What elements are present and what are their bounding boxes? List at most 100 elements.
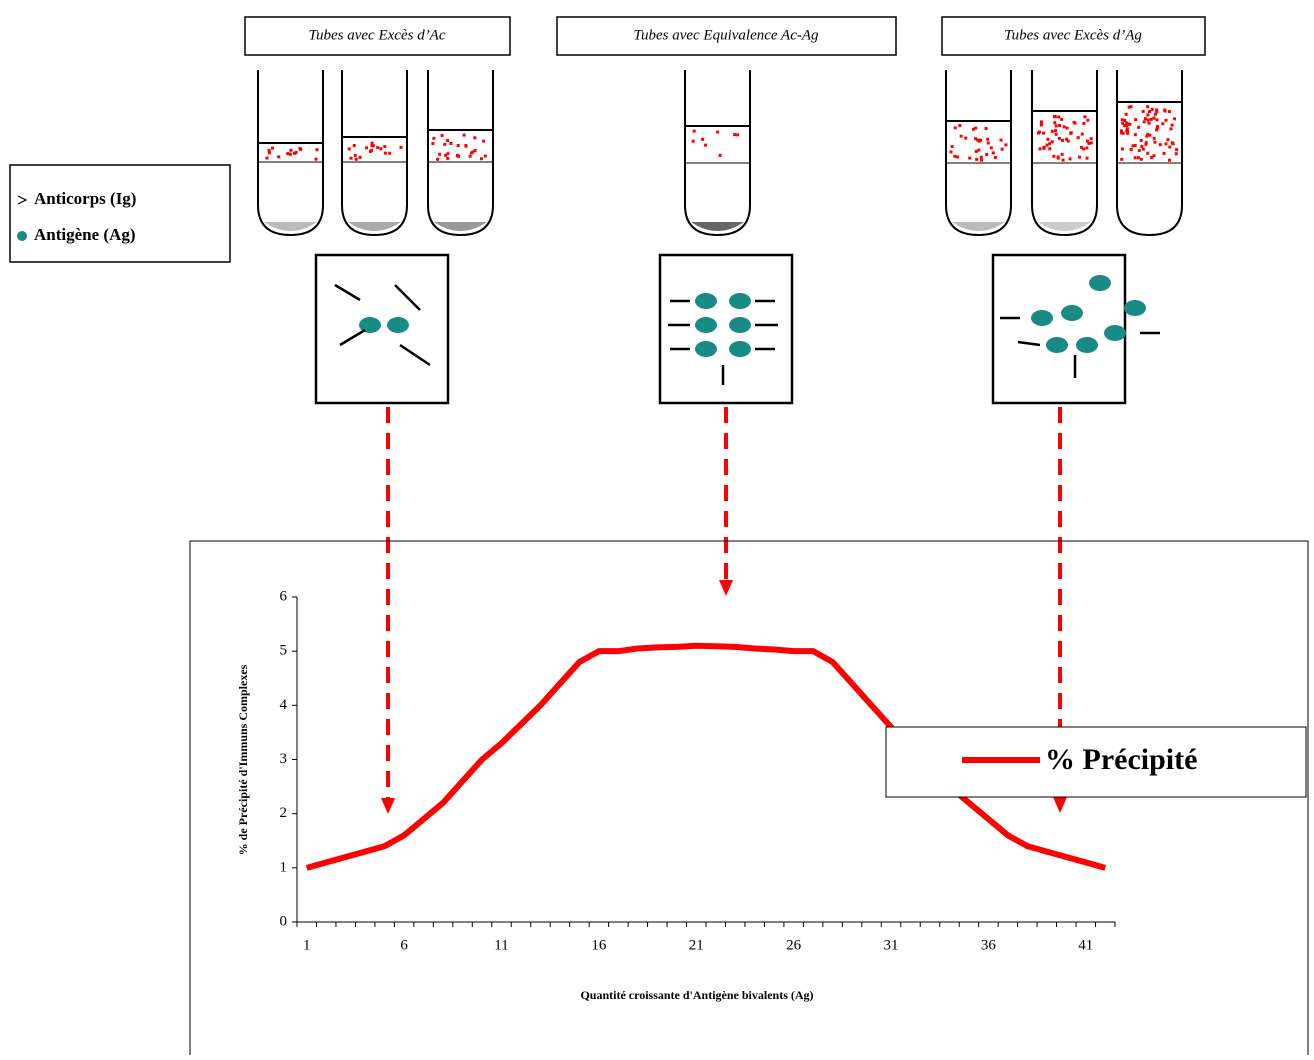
particle <box>441 134 444 137</box>
particle <box>1146 105 1149 108</box>
particle <box>289 153 292 156</box>
particle <box>956 155 959 158</box>
particle <box>376 146 379 149</box>
particle <box>449 142 452 145</box>
particle <box>372 144 375 147</box>
particle <box>1143 120 1146 123</box>
antigen <box>1061 305 1083 321</box>
particle <box>1128 106 1131 109</box>
particle <box>1171 124 1174 127</box>
particle <box>949 150 952 153</box>
particle <box>1070 131 1073 134</box>
y-tick-label: 1 <box>280 859 288 875</box>
particle <box>1057 156 1060 159</box>
particle <box>482 140 485 143</box>
particle <box>954 126 957 129</box>
particle <box>1090 137 1093 140</box>
particle <box>1148 122 1151 125</box>
x-tick-label: 36 <box>981 937 997 953</box>
particle <box>469 155 472 158</box>
particle <box>994 156 997 159</box>
particle <box>1134 144 1137 147</box>
y-tick-label: 6 <box>280 588 288 604</box>
particle <box>1122 132 1125 135</box>
particle <box>1077 136 1080 139</box>
particle <box>388 152 391 155</box>
particle <box>1057 115 1060 118</box>
particle <box>1082 147 1085 150</box>
particle <box>1004 143 1007 146</box>
y-tick-label: 5 <box>280 643 288 659</box>
page: Tubes avec Excès d’Ac Tubes avec Equival… <box>0 0 1314 1055</box>
particle <box>1069 157 1072 160</box>
particle <box>985 153 988 156</box>
particle <box>444 154 447 157</box>
particle <box>1165 119 1168 122</box>
particle <box>1164 110 1167 113</box>
particle <box>1164 142 1167 145</box>
particle <box>1055 124 1058 127</box>
particle <box>1161 122 1164 125</box>
particle <box>348 147 351 150</box>
particle <box>354 154 357 157</box>
complex-box <box>660 255 792 403</box>
particle <box>286 152 289 155</box>
particle <box>1148 110 1151 113</box>
particle <box>985 127 988 130</box>
particle <box>1134 156 1137 159</box>
particle <box>1134 118 1137 121</box>
tube <box>685 70 750 235</box>
antibody <box>340 330 365 345</box>
particle <box>1061 139 1064 142</box>
particle <box>1055 133 1058 136</box>
particle <box>1140 145 1143 148</box>
particle <box>1175 148 1178 151</box>
particle <box>1153 137 1156 140</box>
particle <box>1060 118 1063 121</box>
sediment <box>952 222 1005 231</box>
particle <box>736 133 739 136</box>
x-tick-label: 26 <box>786 937 802 953</box>
particle <box>693 130 696 133</box>
antigen <box>729 317 751 333</box>
particle <box>1146 113 1149 116</box>
antibody <box>1018 342 1040 345</box>
figure: Tubes avec Excès d’Ac Tubes avec Equival… <box>0 0 1314 1055</box>
particle <box>399 146 402 149</box>
tube <box>342 70 407 235</box>
particle <box>960 135 963 138</box>
particle <box>277 155 280 158</box>
x-tick-label: 6 <box>400 937 408 953</box>
particle <box>958 124 961 127</box>
particle <box>265 157 268 160</box>
particle <box>383 145 386 148</box>
particle <box>1168 110 1171 113</box>
particle <box>1048 147 1051 150</box>
particle <box>446 139 449 142</box>
header: Tubes avec Excès d’Ag <box>1004 27 1142 43</box>
particle <box>463 134 466 137</box>
legend-item: Antigène (Ag) <box>34 225 136 244</box>
particle <box>1001 148 1004 151</box>
particle <box>1058 124 1061 127</box>
particle <box>1086 157 1089 160</box>
particle <box>471 150 474 153</box>
particle <box>1134 133 1137 136</box>
particle <box>431 142 434 145</box>
antigen-icon <box>17 231 27 241</box>
particle <box>1043 146 1046 149</box>
particle <box>289 149 292 152</box>
particle <box>704 144 707 147</box>
particle <box>432 137 435 140</box>
particle <box>1053 121 1056 124</box>
particle <box>355 158 358 161</box>
tube <box>1032 70 1097 235</box>
antibody <box>335 285 360 300</box>
particle <box>1040 123 1043 126</box>
particle <box>1146 152 1149 155</box>
tube <box>258 70 323 235</box>
antigen <box>729 341 751 357</box>
particle <box>1130 148 1133 151</box>
particle <box>1168 146 1171 149</box>
particle <box>1046 138 1049 141</box>
